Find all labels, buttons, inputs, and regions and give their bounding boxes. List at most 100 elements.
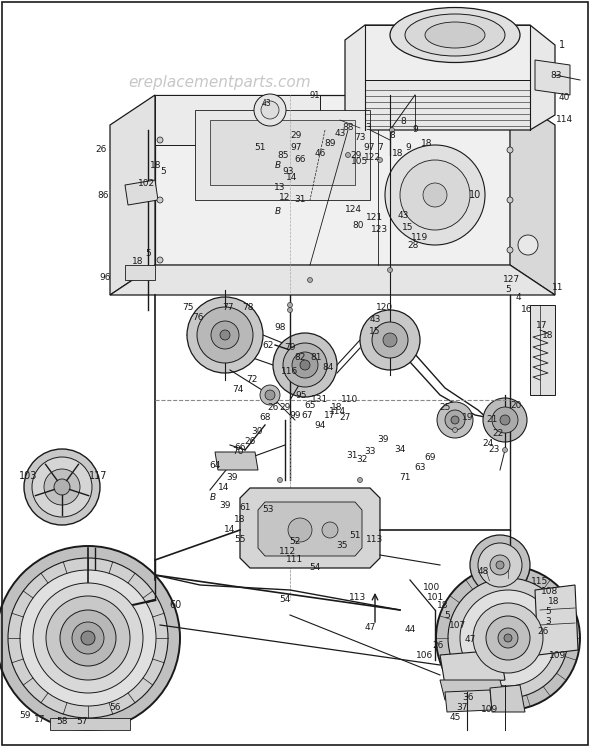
Text: 47: 47	[364, 624, 376, 633]
Text: 39: 39	[226, 474, 238, 483]
Text: 45: 45	[450, 713, 461, 722]
Text: 88: 88	[342, 123, 354, 131]
Circle shape	[492, 407, 518, 433]
Text: 107: 107	[450, 621, 467, 630]
Text: 69: 69	[424, 453, 436, 462]
Text: 110: 110	[342, 395, 359, 404]
Text: 31: 31	[346, 450, 358, 459]
Text: 26: 26	[432, 640, 444, 649]
Text: 76: 76	[192, 314, 204, 323]
Text: 54: 54	[279, 595, 291, 604]
Text: 14: 14	[224, 525, 235, 535]
Circle shape	[254, 94, 286, 126]
Text: 78: 78	[242, 303, 254, 312]
Circle shape	[360, 310, 420, 370]
Text: 80: 80	[352, 220, 364, 229]
Text: 114: 114	[556, 116, 573, 125]
Text: 27: 27	[339, 414, 350, 423]
Polygon shape	[510, 95, 555, 295]
Text: 18: 18	[234, 515, 246, 524]
Text: 124: 124	[345, 205, 362, 214]
Circle shape	[423, 183, 447, 207]
Text: 21: 21	[486, 415, 498, 424]
Text: 109: 109	[481, 705, 499, 714]
Circle shape	[24, 449, 100, 525]
Text: 117: 117	[88, 471, 107, 481]
Circle shape	[445, 410, 465, 430]
Text: 73: 73	[354, 132, 366, 141]
Text: 26: 26	[96, 146, 107, 155]
Text: 39: 39	[219, 501, 231, 510]
Text: 9: 9	[412, 125, 418, 134]
Text: 59: 59	[19, 710, 31, 719]
Text: 71: 71	[399, 474, 411, 483]
Circle shape	[507, 197, 513, 203]
Text: 77: 77	[222, 303, 234, 312]
Circle shape	[46, 596, 130, 680]
Text: 11: 11	[552, 284, 564, 293]
Text: 94: 94	[314, 421, 326, 430]
Text: 51: 51	[254, 143, 266, 152]
Circle shape	[500, 415, 510, 425]
Text: 26: 26	[537, 627, 549, 636]
Circle shape	[496, 561, 504, 569]
Text: 43: 43	[369, 315, 381, 324]
Text: 97: 97	[363, 143, 375, 152]
Circle shape	[81, 631, 95, 645]
Polygon shape	[530, 305, 555, 395]
Text: 18: 18	[548, 598, 560, 607]
Text: 43: 43	[262, 99, 272, 108]
Text: 75: 75	[182, 303, 194, 312]
Circle shape	[300, 360, 310, 370]
Ellipse shape	[405, 14, 505, 56]
Ellipse shape	[425, 22, 485, 48]
Text: 47: 47	[464, 636, 476, 645]
Text: 37: 37	[456, 702, 468, 711]
Polygon shape	[365, 25, 530, 80]
Text: 8: 8	[389, 131, 395, 140]
Polygon shape	[125, 180, 158, 205]
Circle shape	[383, 333, 397, 347]
Text: 112: 112	[280, 548, 297, 557]
Circle shape	[388, 267, 392, 273]
Text: 14: 14	[218, 483, 230, 492]
Text: 55: 55	[234, 536, 246, 545]
Circle shape	[261, 101, 279, 119]
Text: 111: 111	[286, 556, 304, 565]
Text: 40: 40	[558, 93, 570, 102]
Polygon shape	[240, 488, 380, 568]
Polygon shape	[125, 265, 155, 280]
Text: 44: 44	[404, 625, 415, 634]
Circle shape	[385, 145, 485, 245]
Circle shape	[470, 535, 530, 595]
Circle shape	[437, 402, 473, 438]
Text: 99: 99	[289, 411, 301, 420]
Text: 18: 18	[132, 258, 144, 267]
Circle shape	[436, 566, 580, 710]
Text: 72: 72	[246, 376, 258, 385]
Circle shape	[486, 616, 530, 660]
Text: 34: 34	[394, 445, 406, 454]
Text: B: B	[275, 208, 281, 217]
Text: 15: 15	[369, 327, 381, 336]
Text: 116: 116	[281, 368, 299, 376]
Text: 122: 122	[363, 153, 381, 163]
Circle shape	[307, 277, 313, 282]
Text: 85: 85	[277, 150, 289, 160]
Circle shape	[44, 469, 80, 505]
Circle shape	[260, 385, 280, 405]
Text: 52: 52	[289, 538, 301, 547]
Text: 43: 43	[397, 211, 409, 220]
Circle shape	[518, 235, 538, 255]
Text: 23: 23	[489, 445, 500, 454]
Text: 91: 91	[310, 91, 320, 101]
Text: 109: 109	[549, 651, 566, 660]
Circle shape	[507, 147, 513, 153]
Text: 18: 18	[150, 161, 162, 170]
Text: 114: 114	[329, 408, 346, 417]
Text: 82: 82	[294, 353, 306, 362]
Text: 26: 26	[267, 403, 278, 412]
Text: 22: 22	[493, 429, 504, 438]
Text: 26: 26	[244, 438, 255, 447]
Text: 12: 12	[279, 193, 291, 202]
